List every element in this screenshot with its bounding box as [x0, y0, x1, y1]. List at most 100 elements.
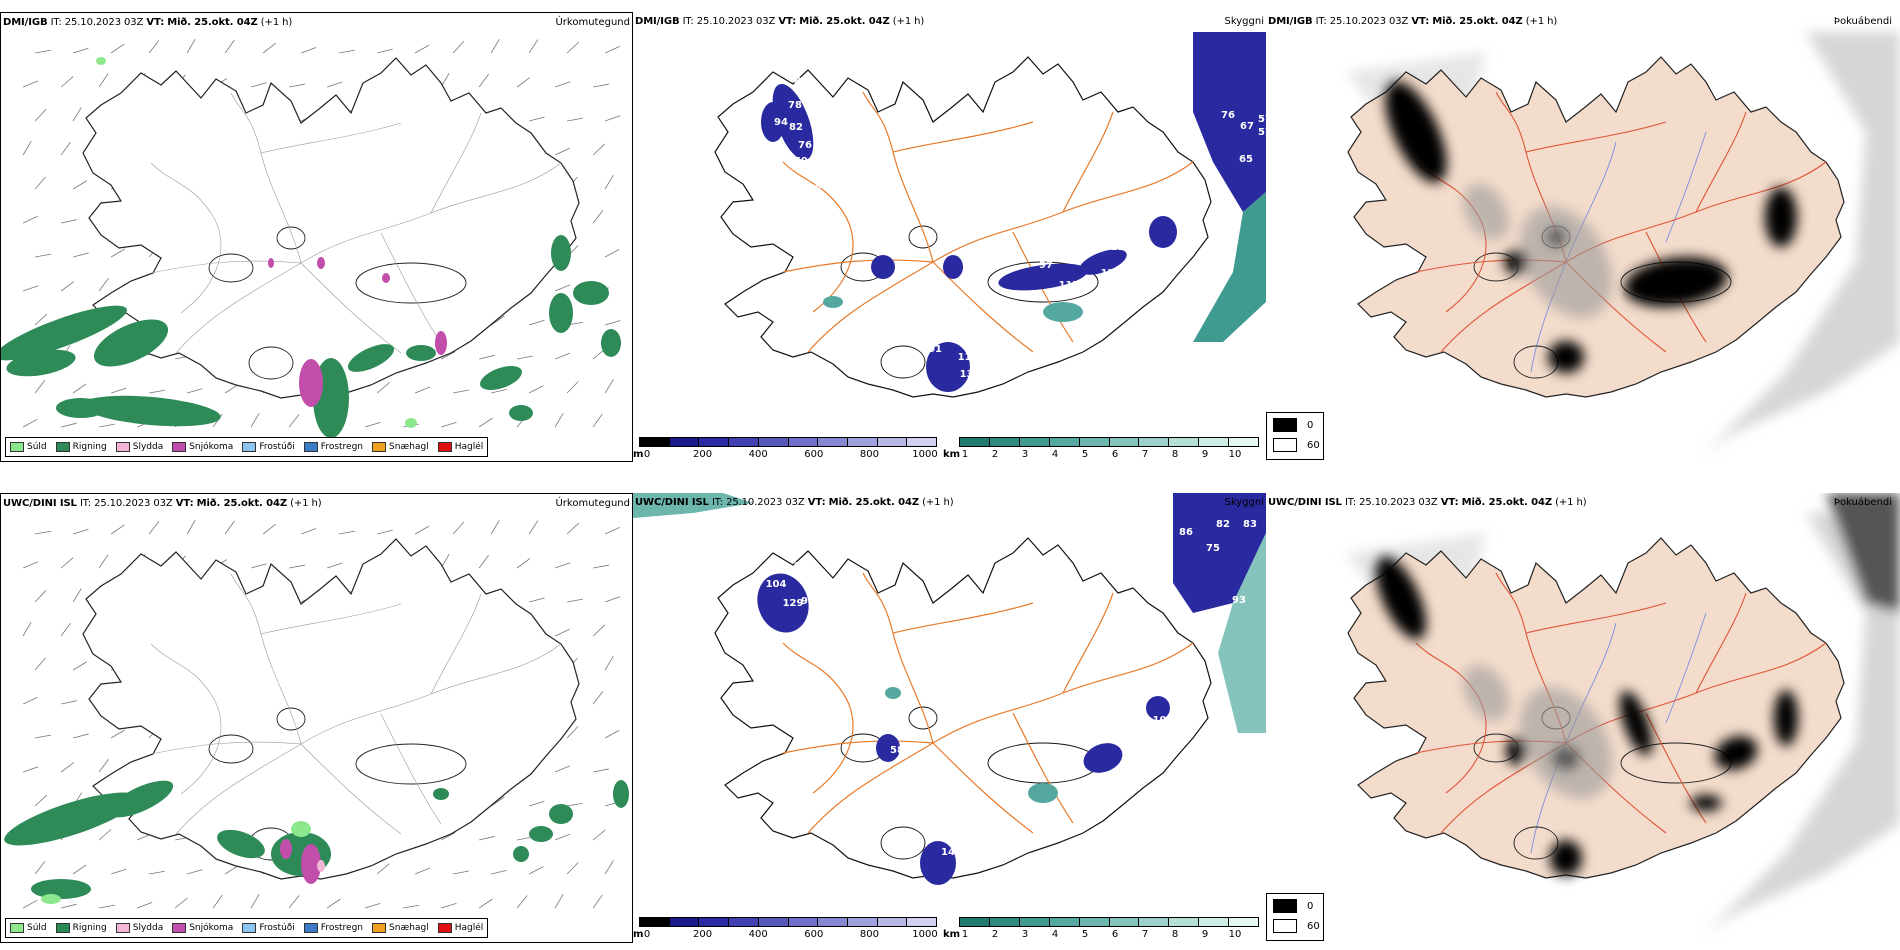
wind-barb: [73, 252, 89, 258]
rain-area: [613, 780, 629, 808]
island-layer: [1347, 537, 1845, 879]
colorbar-tick-label: 9: [1201, 449, 1209, 460]
wind-barb: [453, 389, 469, 394]
wind-barb: [149, 389, 165, 394]
colorbar-tick-label: 600: [804, 929, 824, 940]
road-line: [430, 593, 482, 695]
road-line: [300, 262, 402, 354]
colorbar-swatch: [669, 438, 700, 446]
wind-barb: [262, 523, 276, 535]
snow-area: [435, 331, 447, 355]
wind-barb: [72, 661, 88, 671]
wind-barb: [403, 904, 419, 909]
cloud-base-value-label: 58: [890, 745, 904, 756]
offshore-field: [1193, 32, 1266, 342]
road-line: [150, 741, 302, 755]
colorbar-tick-label: 5: [1081, 929, 1089, 940]
legend-item: Súld: [10, 923, 47, 933]
cloud-base-value-label: 01: [937, 828, 951, 839]
wind-barb: [592, 413, 603, 428]
panel-variable-name: Úrkomutegund: [555, 498, 630, 509]
wind-barb: [186, 519, 196, 535]
river-line: [1665, 612, 1707, 724]
cloud-base-area: [1193, 32, 1266, 212]
wind-barb: [72, 383, 87, 394]
cloud-base-area: [871, 255, 895, 279]
legend-item: Snjókoma: [172, 923, 233, 933]
wind-barb: [592, 829, 606, 841]
colorbar-swatch: [1109, 438, 1140, 446]
legend-swatch: [303, 442, 318, 452]
cloud-base-area: [943, 255, 963, 279]
legend-label: Snæhagl: [389, 442, 429, 452]
wind-barb: [490, 520, 500, 535]
wind-barb: [300, 47, 317, 54]
fog-legend-swatch: [1273, 899, 1297, 913]
wind-barb: [604, 596, 621, 603]
cloud-base-value-label: 97: [994, 240, 1008, 251]
cloud-base-value-label: 57: [1258, 114, 1266, 125]
wind-barb: [414, 525, 430, 535]
cloud-base-value-label: 76: [798, 140, 812, 151]
wind-barb: [35, 530, 51, 535]
colorbar-tick-label: 2: [991, 929, 999, 940]
wind-barb: [72, 180, 88, 190]
road-line: [150, 260, 302, 274]
rain-area: [1, 305, 127, 361]
wind-barb: [22, 418, 38, 428]
sleet-area: [317, 860, 325, 872]
rain-area: [108, 780, 174, 818]
colorbar-swatch: [1079, 918, 1110, 926]
visibility-area: [633, 493, 753, 518]
rain-area: [6, 349, 76, 377]
rain-area: [480, 365, 522, 391]
wind-barb: [554, 833, 571, 841]
colorbar-tick-label: 0: [643, 449, 651, 460]
colorbar-tick-label: 600: [804, 449, 824, 460]
rain-area: [513, 846, 529, 862]
colorbar-swatch: [788, 918, 819, 926]
rain-area: [573, 281, 609, 305]
road-line: [782, 642, 854, 794]
colorbar-tick-label: 800: [859, 929, 879, 940]
fog-medium-area: [1520, 687, 1612, 799]
rain-area: [93, 319, 169, 367]
fog-high-area: [1550, 840, 1582, 876]
wind-barb: [566, 41, 580, 54]
legend-item: Rigning: [55, 923, 107, 933]
visibility-area: [1028, 783, 1058, 803]
cloud-base-value-label: 94: [774, 117, 788, 128]
precip-type-legend: Súld Rigning Slydda Snjókoma Frostúði Frostre…: [5, 918, 489, 938]
island-layer: [82, 57, 580, 399]
wind-barb: [604, 46, 620, 54]
wind-barb: [326, 81, 343, 88]
road-line: [380, 232, 442, 344]
visibility-area: [1043, 302, 1083, 322]
snow-area: [280, 839, 292, 859]
colorbar-tick-label: 8: [1171, 449, 1179, 460]
colorbar-swatch: [729, 918, 759, 926]
wind-barb: [34, 109, 47, 122]
wind-barb: [554, 147, 570, 156]
panel-title: DMI/IGB IT: 25.10.2023 03Z VT: Mið. 25.o…: [1268, 16, 1558, 27]
wind-barb: [554, 562, 571, 569]
wind-barb: [60, 281, 75, 292]
colorbar-swatch: [1049, 438, 1080, 446]
wind-barb: [414, 386, 431, 394]
legend-swatch: [55, 442, 70, 452]
wind-barb: [517, 836, 533, 841]
cloud-base-value-label: 97: [1039, 260, 1053, 271]
wind-barb: [528, 800, 545, 807]
fog-high-area: [1375, 556, 1427, 640]
road-line: [932, 261, 1034, 353]
colorbar-swatch: [907, 918, 937, 926]
legend-label: Frostregn: [320, 442, 364, 452]
legend-swatch: [303, 923, 318, 933]
cloud-base-value-label: 111: [931, 330, 952, 341]
rain-area: [347, 344, 395, 372]
legend-label: Frostúði: [259, 442, 295, 452]
visibility-area: [885, 687, 901, 699]
wind-barb: [593, 83, 609, 88]
wind-barb: [35, 253, 51, 258]
cloud-base-area: [1146, 696, 1170, 720]
